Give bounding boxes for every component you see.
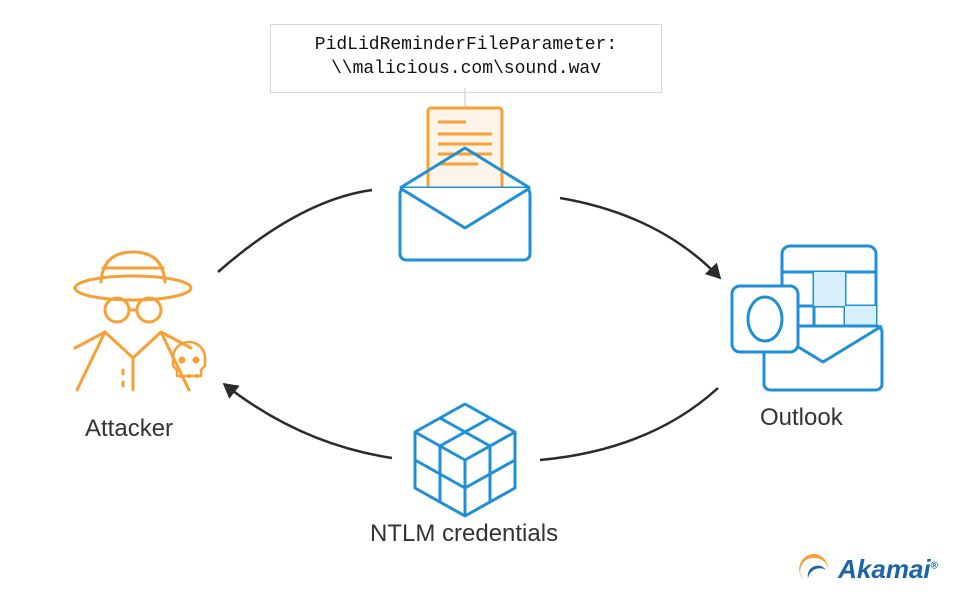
flow-arrows	[0, 0, 960, 600]
akamai-logo-text: Akamai®	[838, 554, 938, 585]
akamai-logo: Akamai®	[798, 552, 938, 586]
akamai-wave-icon	[798, 552, 832, 586]
